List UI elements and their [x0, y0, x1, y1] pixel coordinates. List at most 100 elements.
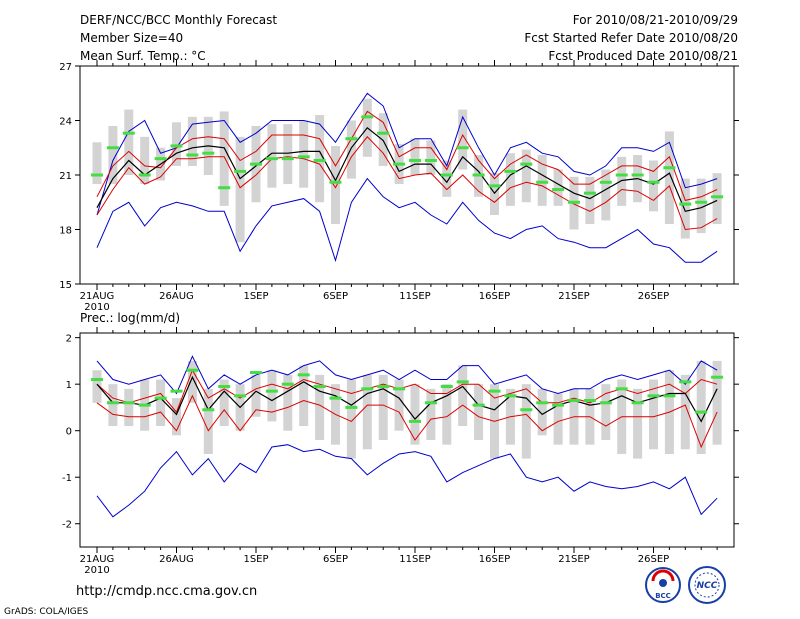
x-tick-label: 11SEP: [399, 554, 430, 565]
x-year-label: 2010: [84, 302, 109, 313]
x-tick-label: 21AUG: [80, 554, 115, 565]
x-tick-label: 21AUG: [80, 291, 115, 302]
spread-bar: [235, 136, 245, 243]
series-line-mean: [96, 375, 718, 423]
x-tick-label: 11SEP: [399, 291, 430, 302]
spread-bar: [172, 398, 181, 436]
x-tick-label: 26SEP: [638, 554, 669, 565]
spread-bar: [633, 388, 643, 459]
produced-date: Fcst Produced Date 2010/08/21: [548, 49, 738, 63]
series-line-upper: [96, 369, 718, 414]
spread-bar: [219, 111, 229, 206]
spread-bar: [267, 124, 277, 188]
spread-bar: [156, 379, 166, 427]
spread-bar: [378, 374, 388, 440]
spread-bar: [649, 379, 658, 450]
spread-bar: [315, 374, 325, 440]
spread-bar: [680, 374, 690, 450]
precipitation-panel: -2 -1 0 1 2 21AUG 26AUG 1SEP 6SEP 11SEP 16SEP 21SEP…: [62, 327, 739, 576]
bcc-logo: BCC: [645, 567, 681, 603]
member-size: Member Size=40: [80, 31, 184, 45]
spread-bar: [267, 370, 277, 422]
spread-bar: [203, 388, 213, 454]
y-tick-label: -1: [62, 473, 72, 484]
spread-bar: [108, 125, 118, 185]
x-year-label: 2010: [84, 565, 109, 576]
ncc-logo: NCC: [688, 566, 726, 604]
x-tick-label: 16SEP: [479, 291, 510, 302]
spread-bar: [458, 109, 468, 170]
spread-bar: [108, 384, 118, 427]
spread-bar: [712, 360, 722, 445]
x-tick-label: 26SEP: [638, 291, 669, 302]
spread-bar: [474, 384, 484, 440]
x-tick-label: 6SEP: [323, 291, 348, 302]
series-line-mean: [96, 126, 718, 212]
spread-bar: [219, 379, 229, 427]
y-tick-label: 24: [59, 117, 72, 128]
spread-bar: [140, 136, 150, 185]
spread-bar: [617, 156, 627, 206]
series-line-lower: [96, 136, 718, 231]
spread-bar: [649, 160, 658, 212]
x-tick-label: 1SEP: [243, 291, 268, 302]
started-date: Fcst Started Refer Date 2010/08/20: [524, 31, 738, 45]
spread-bar: [442, 160, 452, 197]
spread-bar: [92, 370, 102, 403]
spread-bar: [442, 384, 452, 445]
spread-bar: [537, 155, 547, 206]
bcc-logo-arc: [651, 569, 675, 582]
x-tick-label: 21SEP: [558, 291, 589, 302]
y-tick-label: 15: [59, 280, 72, 291]
spread-bar: [521, 149, 531, 203]
series-line-min: [96, 177, 718, 263]
spread-bar: [283, 374, 293, 431]
spread-bar: [410, 138, 420, 175]
spread-bar: [124, 109, 134, 175]
spread-bar: [696, 178, 706, 234]
spread-bar: [712, 173, 722, 225]
y-tick-label: 21: [59, 171, 72, 182]
spread-bar: [601, 169, 611, 221]
spread-bar: [410, 384, 420, 445]
source-url[interactable]: http://cmdp.ncc.cma.gov.cn: [76, 584, 258, 599]
spread-bar: [521, 384, 531, 459]
x-tick-label: 6SEP: [323, 554, 348, 565]
series-line-max: [96, 355, 718, 395]
spread-bar: [315, 115, 325, 203]
series-line-lower: [96, 394, 718, 449]
spread-bar: [251, 374, 261, 417]
ncc-logo-globe: [694, 572, 720, 598]
bcc-logo-text: BCC: [655, 592, 671, 600]
spread-bar: [394, 379, 404, 431]
x-tick-label: 16SEP: [479, 554, 510, 565]
spread-bar: [680, 178, 690, 239]
x-tick-label: 1SEP: [243, 554, 268, 565]
y-tick-label: 1: [66, 380, 72, 391]
bcc-logo-dot: [659, 579, 667, 587]
spread-bar: [92, 142, 102, 185]
spread-bar: [664, 131, 674, 225]
series-line-upper: [96, 110, 718, 201]
x-tick-label: 26AUG: [159, 554, 194, 565]
spread-bar: [299, 120, 309, 188]
spread-bar: [346, 379, 356, 459]
y-tick-label: 0: [66, 427, 72, 438]
spread-bar: [585, 176, 595, 225]
spread-bar: [553, 393, 563, 445]
spread-bar: [537, 388, 547, 436]
y-tick-label: 18: [59, 226, 72, 237]
grads-credit: GrADS: COLA/IGES: [4, 607, 89, 617]
x-tick-label: 21SEP: [558, 554, 589, 565]
spread-bar: [299, 365, 309, 427]
spread-bar: [172, 122, 181, 166]
spread-bar: [187, 360, 197, 403]
spread-bar: [553, 169, 563, 206]
spread-bar: [124, 388, 134, 427]
forecast-period: For 2010/08/21-2010/09/29: [572, 13, 738, 27]
spread-bar: [378, 113, 388, 166]
spread-bar: [187, 116, 197, 166]
spread-bar: [505, 153, 515, 206]
y-tick-label: 27: [59, 62, 72, 73]
